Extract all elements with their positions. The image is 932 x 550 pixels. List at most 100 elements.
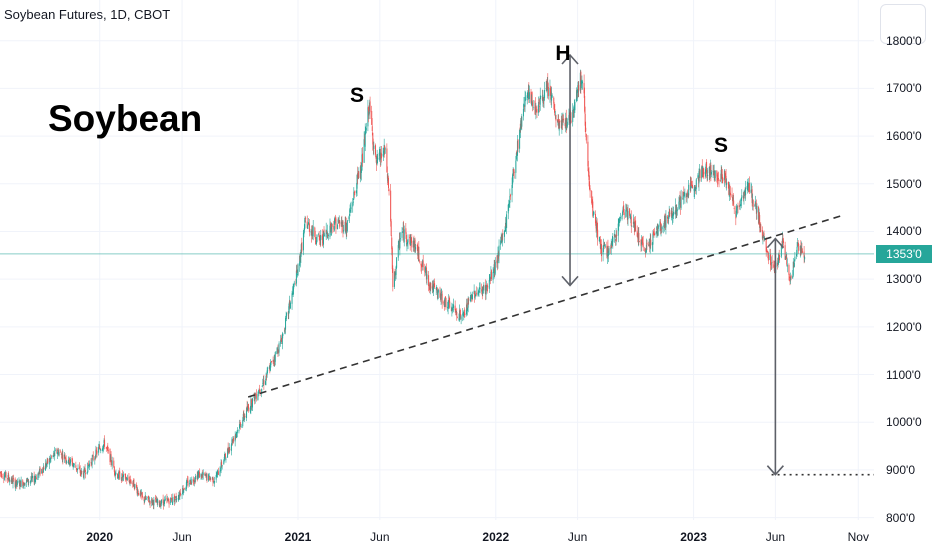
candle-body <box>390 190 392 222</box>
candle-body <box>106 447 108 449</box>
candle-body <box>166 497 168 500</box>
candle-body <box>130 479 132 482</box>
candle-body <box>593 211 595 215</box>
candle-body <box>589 188 591 192</box>
candle-body <box>96 450 98 454</box>
candle-body <box>780 244 782 257</box>
x-tick-label: Jun <box>765 530 786 544</box>
candle-body <box>572 109 574 122</box>
candle-body <box>259 389 261 392</box>
candle-body <box>142 495 144 497</box>
candle-body <box>345 221 347 231</box>
candle-body <box>220 462 222 472</box>
candle-body <box>547 81 549 87</box>
candle-body <box>276 350 278 354</box>
candle-body <box>585 127 587 132</box>
candle-body <box>490 271 492 279</box>
candle-body <box>367 107 369 116</box>
candle-body <box>22 483 24 488</box>
candle-body <box>42 471 44 473</box>
candle-body <box>720 169 722 181</box>
candle-body <box>35 477 37 480</box>
candle-body <box>471 295 473 301</box>
candle-body <box>230 444 232 451</box>
candle-body <box>750 189 752 193</box>
candle-body <box>200 473 202 477</box>
candle-body <box>801 251 803 253</box>
candle-body <box>378 152 380 161</box>
candle-body <box>338 221 340 223</box>
candle-body <box>153 499 155 506</box>
candle-body <box>694 185 696 192</box>
candle-body <box>149 500 151 502</box>
candlestick-series <box>0 69 806 510</box>
candle-body <box>617 223 619 236</box>
candle-body <box>348 214 350 216</box>
candle-body <box>296 274 298 276</box>
candle-body <box>45 463 47 467</box>
candle-body <box>441 293 443 304</box>
candle-body <box>403 227 405 241</box>
candle-body <box>488 280 490 289</box>
candle-body <box>473 290 475 294</box>
candle-body <box>163 501 165 506</box>
candle-body <box>8 474 10 480</box>
candle-body <box>574 102 576 111</box>
candle-body <box>421 264 423 268</box>
candle-body <box>606 247 608 258</box>
candle-body <box>231 439 233 443</box>
candle-body <box>265 381 267 385</box>
candle-body <box>486 284 488 287</box>
candle-body <box>619 219 621 222</box>
candle-body <box>572 111 574 113</box>
candle-body <box>38 471 40 475</box>
candle-body <box>30 480 32 482</box>
candle-body <box>114 471 116 475</box>
candle-body <box>687 194 689 198</box>
candle-body <box>709 169 711 176</box>
candle-body <box>147 496 149 499</box>
candle-body <box>640 239 642 246</box>
candle-body <box>547 86 549 97</box>
candle-body <box>594 213 596 224</box>
candle-body <box>634 221 636 233</box>
candle-body <box>421 265 423 267</box>
y-tick-label: 1500'0 <box>886 176 922 191</box>
candle-body <box>565 119 567 125</box>
candle-body <box>444 296 446 299</box>
candle-body <box>53 453 55 455</box>
candle-body <box>663 225 665 227</box>
candle-body <box>90 462 92 464</box>
candle-body <box>76 468 78 470</box>
candle-body <box>718 179 720 182</box>
candle-body <box>410 238 412 241</box>
candle-body <box>561 119 563 130</box>
candle-body <box>443 304 445 307</box>
candle-body <box>316 234 318 242</box>
candle-body <box>363 139 365 163</box>
candle-body <box>19 480 21 486</box>
candle-body <box>697 175 699 178</box>
candle-body <box>182 488 184 492</box>
candle-body <box>615 234 617 240</box>
candle-body <box>42 467 44 473</box>
candle-body <box>337 219 339 223</box>
candle-body <box>144 500 146 502</box>
candle-body <box>283 330 285 332</box>
candle-body <box>459 309 461 315</box>
candle-body <box>129 480 131 483</box>
candle-body <box>217 470 219 472</box>
candle-body <box>770 264 772 266</box>
candle-body <box>426 274 428 280</box>
arrow-head <box>766 465 784 476</box>
chart-settings-button[interactable] <box>880 4 926 44</box>
candle-body <box>512 169 514 176</box>
candle-body <box>364 130 366 147</box>
candle-body <box>661 227 663 230</box>
candle-body <box>194 480 196 482</box>
candle-body <box>641 240 643 245</box>
candle-body <box>395 273 397 275</box>
candle-body <box>635 220 637 232</box>
candle-body <box>682 193 684 200</box>
